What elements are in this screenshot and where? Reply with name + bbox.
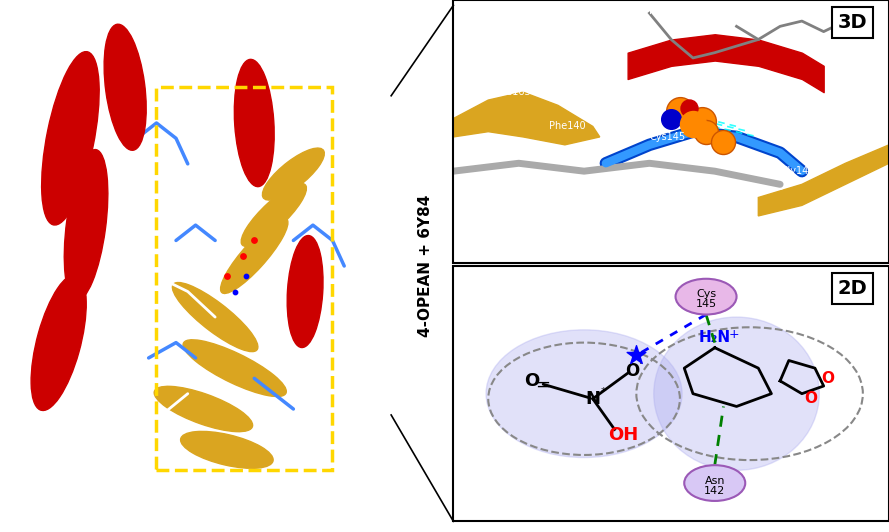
Point: [694, 117, 709, 126]
Text: Gly143: Gly143: [781, 166, 814, 176]
Text: =: =: [535, 376, 550, 394]
Ellipse shape: [64, 149, 108, 301]
Point: [629, 351, 644, 360]
Polygon shape: [453, 92, 600, 145]
Text: Cys145: Cys145: [650, 132, 685, 142]
Ellipse shape: [154, 386, 252, 431]
Text: O: O: [804, 392, 817, 406]
Ellipse shape: [287, 236, 323, 347]
Text: Cys: Cys: [696, 289, 717, 299]
Point: [717, 138, 731, 146]
Point: [228, 287, 242, 296]
Ellipse shape: [172, 282, 258, 352]
Point: [220, 272, 234, 280]
Point: [673, 106, 687, 115]
Point: [686, 120, 701, 128]
Text: Asn: Asn: [704, 476, 725, 486]
Ellipse shape: [262, 148, 324, 200]
Circle shape: [685, 465, 745, 501]
Ellipse shape: [180, 431, 273, 468]
Point: [699, 127, 713, 136]
Point: [247, 236, 261, 245]
Point: [664, 114, 678, 123]
Text: +: +: [729, 328, 740, 342]
Ellipse shape: [220, 218, 288, 294]
Text: O: O: [821, 371, 835, 386]
Text: OH: OH: [608, 426, 638, 444]
Text: His163: His163: [497, 87, 531, 97]
Text: 2D: 2D: [837, 279, 868, 298]
Text: N: N: [585, 390, 600, 408]
Ellipse shape: [183, 340, 286, 396]
Ellipse shape: [486, 330, 682, 458]
Text: ': ': [639, 359, 643, 372]
Text: His41: His41: [650, 5, 677, 15]
Text: Asn142: Asn142: [793, 121, 829, 131]
Text: 4-OPEAN + 6Y84: 4-OPEAN + 6Y84: [418, 195, 433, 337]
Ellipse shape: [235, 60, 274, 187]
Text: 142: 142: [704, 486, 725, 496]
Ellipse shape: [241, 184, 307, 246]
Text: Thr25: Thr25: [854, 127, 878, 136]
Text: 145: 145: [695, 300, 717, 309]
Point: [239, 272, 253, 280]
Point: [682, 104, 696, 112]
Polygon shape: [758, 145, 889, 216]
Point: [236, 252, 250, 260]
Text: O: O: [525, 372, 540, 390]
Text: Ser144: Ser144: [662, 179, 697, 189]
Circle shape: [676, 279, 737, 314]
Text: Leu141: Leu141: [706, 159, 742, 168]
Text: 3D: 3D: [837, 13, 868, 32]
Text: O: O: [625, 362, 639, 380]
Text: *: *: [601, 387, 606, 397]
Ellipse shape: [104, 24, 146, 150]
Text: Phe140: Phe140: [549, 121, 586, 131]
Ellipse shape: [31, 275, 86, 411]
Text: H₂N: H₂N: [699, 330, 731, 345]
Ellipse shape: [653, 317, 820, 470]
Ellipse shape: [42, 52, 100, 225]
